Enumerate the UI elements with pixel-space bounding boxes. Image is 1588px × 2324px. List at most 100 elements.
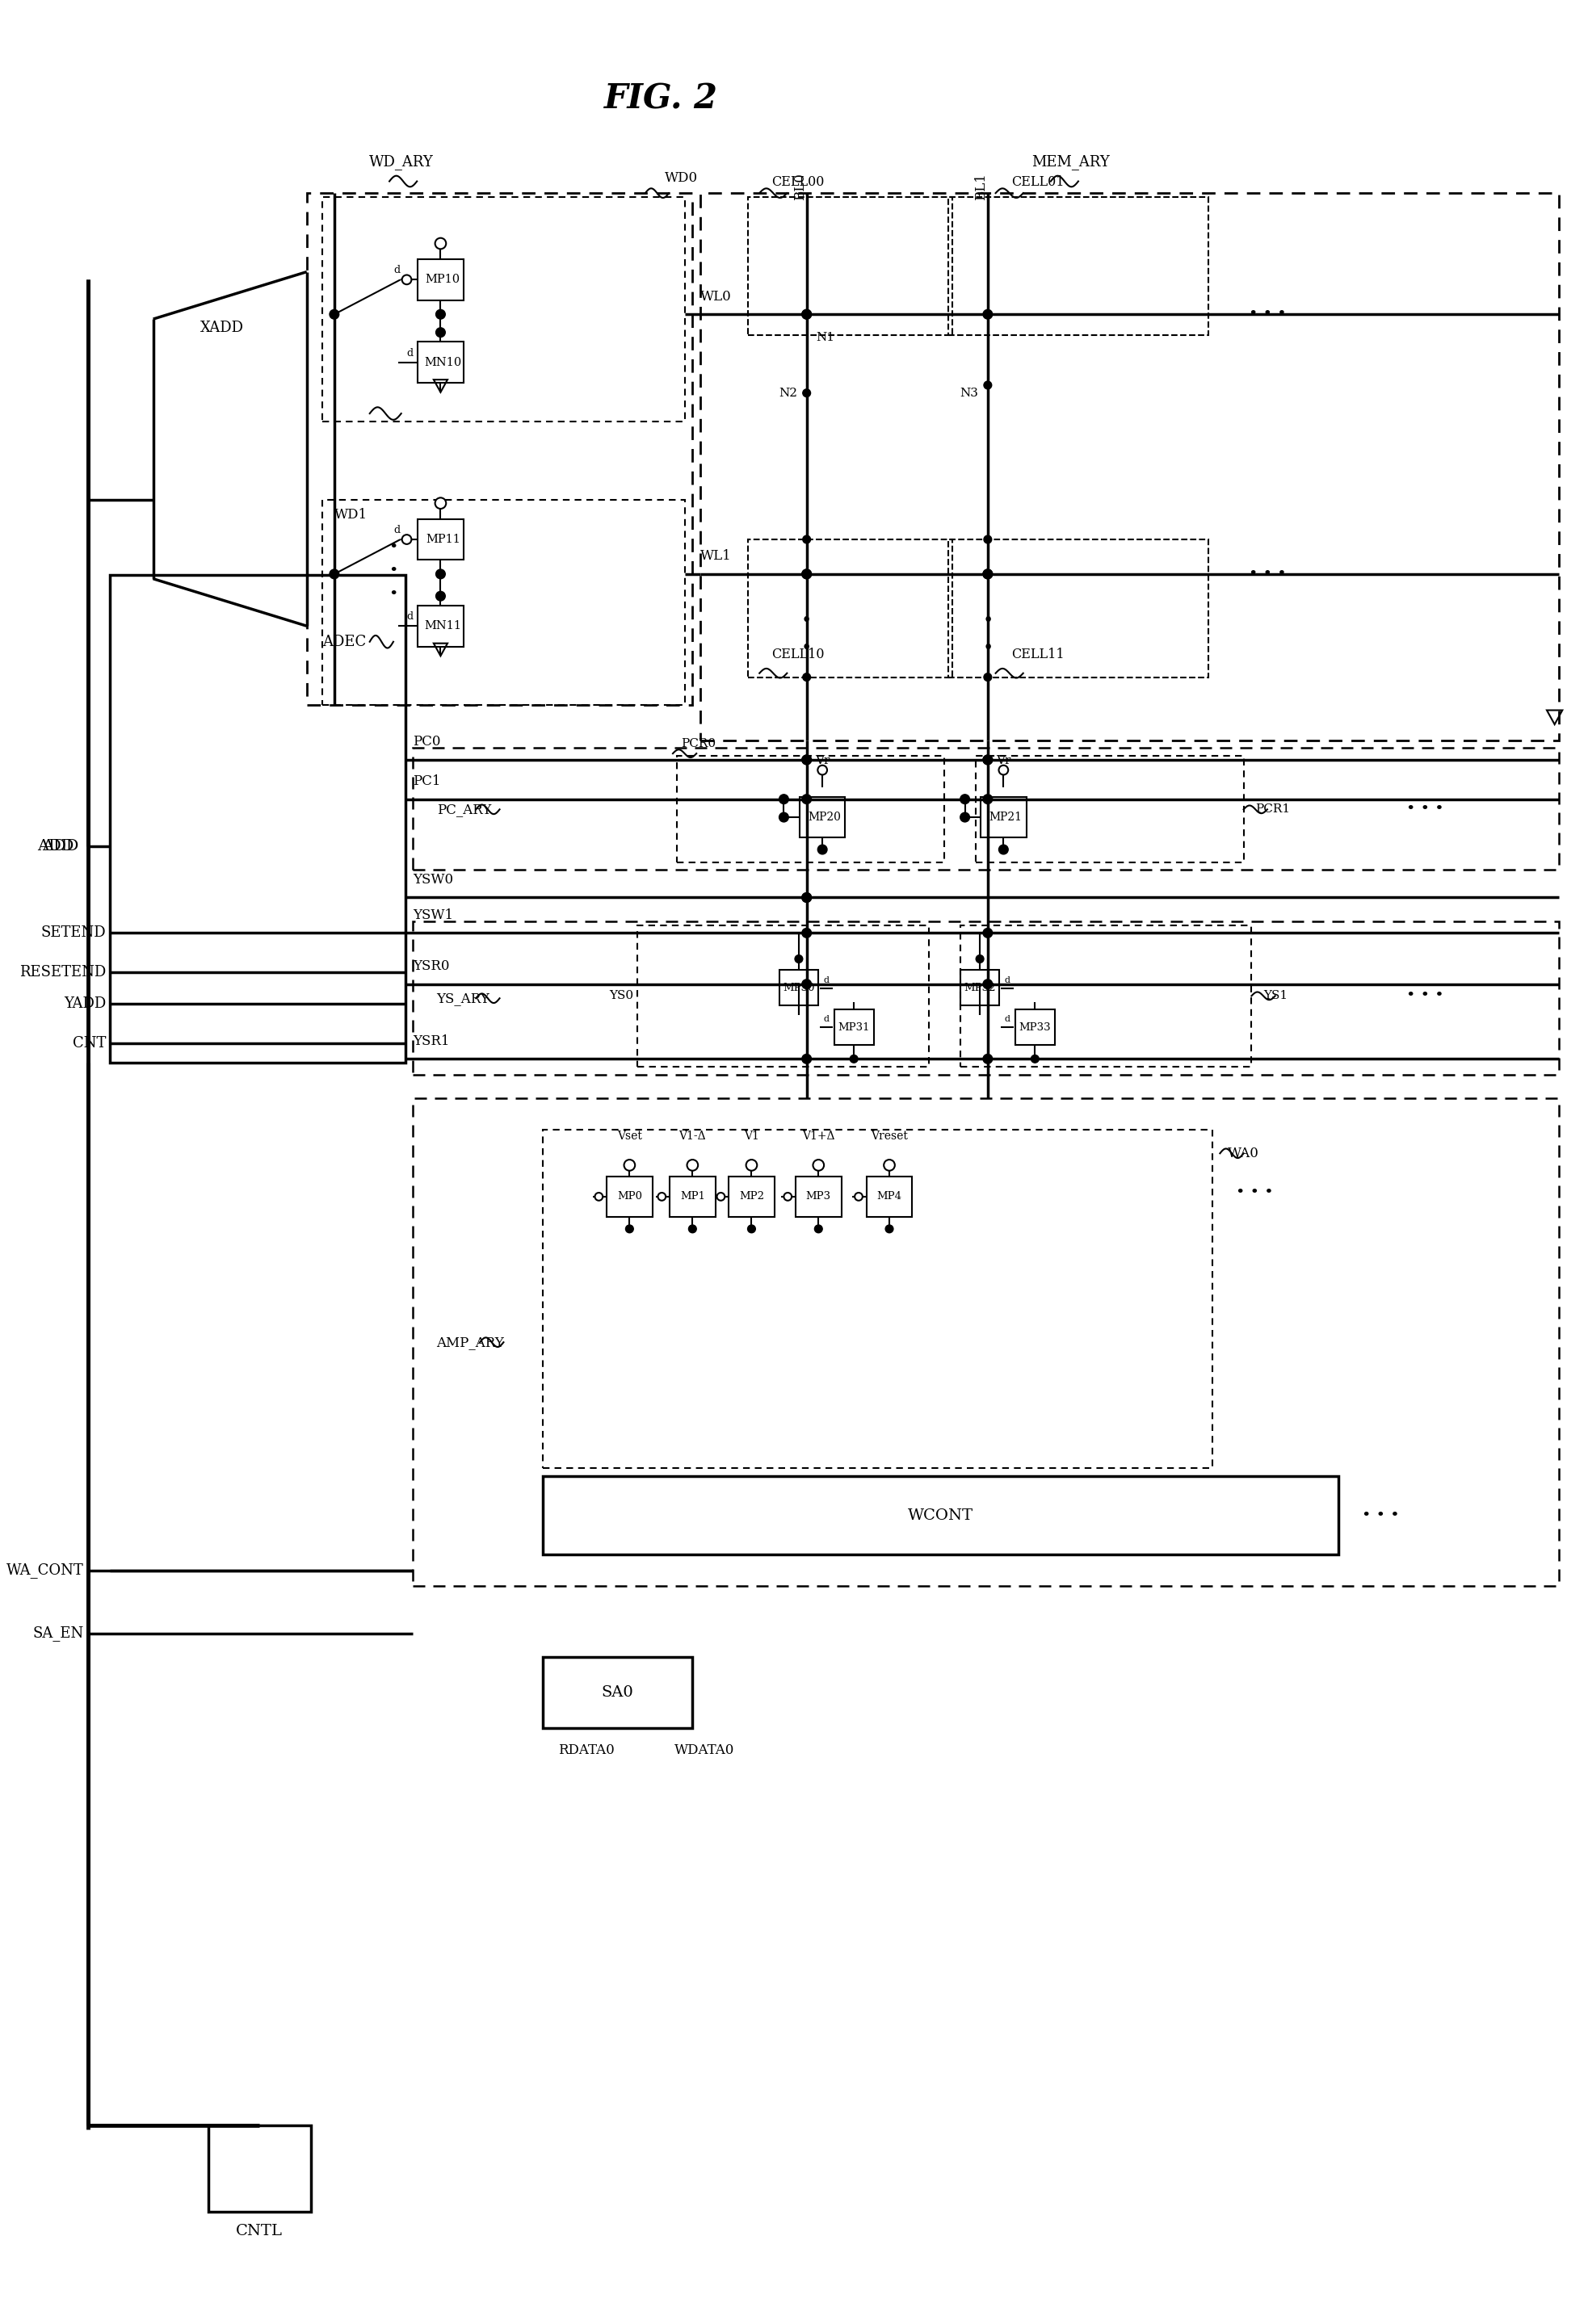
Bar <box>981 797 1026 837</box>
Circle shape <box>802 674 810 681</box>
Text: d: d <box>1005 976 1010 983</box>
Bar <box>208 2126 311 2212</box>
Bar <box>322 198 684 421</box>
Circle shape <box>688 1160 699 1171</box>
Circle shape <box>802 892 811 902</box>
Text: WA_CONT: WA_CONT <box>6 1562 84 1578</box>
Circle shape <box>802 795 811 804</box>
Text: PCR1: PCR1 <box>1256 804 1291 816</box>
Text: •: • <box>802 639 811 658</box>
Text: WL1: WL1 <box>700 548 732 562</box>
Bar <box>948 198 1208 335</box>
Text: N3: N3 <box>959 388 978 400</box>
Text: WD_ARY: WD_ARY <box>368 153 434 170</box>
Circle shape <box>985 381 991 388</box>
Text: V1-Δ: V1-Δ <box>680 1129 707 1141</box>
Text: SETEND: SETEND <box>41 925 106 941</box>
Text: BL0: BL0 <box>792 172 807 200</box>
Text: MP1: MP1 <box>680 1192 705 1202</box>
Circle shape <box>435 328 445 337</box>
Circle shape <box>983 755 992 765</box>
Bar <box>977 755 1243 862</box>
Text: WL0: WL0 <box>700 290 732 304</box>
Circle shape <box>802 309 811 318</box>
Text: •: • <box>389 565 399 579</box>
Bar <box>607 1176 653 1218</box>
Circle shape <box>802 927 811 937</box>
Text: •: • <box>389 539 399 555</box>
Bar <box>948 539 1208 676</box>
Text: d: d <box>407 349 413 358</box>
Text: MP11: MP11 <box>426 535 461 546</box>
Text: d: d <box>824 1016 829 1023</box>
Text: •: • <box>983 639 992 658</box>
Circle shape <box>983 978 992 988</box>
Bar <box>729 1176 775 1218</box>
Circle shape <box>780 813 789 823</box>
Circle shape <box>716 1192 724 1202</box>
Text: YS_ARY: YS_ARY <box>437 992 489 1006</box>
Circle shape <box>596 1192 603 1202</box>
Bar <box>543 1657 692 1729</box>
Circle shape <box>854 1192 862 1202</box>
Circle shape <box>983 927 992 937</box>
Bar <box>834 1009 873 1046</box>
Bar <box>418 342 464 383</box>
Text: YSR1: YSR1 <box>413 1034 449 1048</box>
Circle shape <box>435 309 445 318</box>
Bar <box>796 1176 842 1218</box>
Text: • • •: • • • <box>1405 802 1443 816</box>
Text: RESETEND: RESETEND <box>19 964 106 981</box>
Text: d: d <box>394 265 400 277</box>
Circle shape <box>802 535 810 544</box>
Bar <box>413 748 1558 869</box>
Text: BL1: BL1 <box>973 172 988 200</box>
Circle shape <box>796 955 802 962</box>
Circle shape <box>626 1225 634 1232</box>
Text: YADD: YADD <box>64 997 106 1011</box>
Circle shape <box>815 1225 823 1232</box>
Bar <box>748 198 953 335</box>
Text: RDATA0: RDATA0 <box>557 1743 615 1757</box>
Text: V1+Δ: V1+Δ <box>802 1129 835 1141</box>
Text: Vr: Vr <box>815 755 831 767</box>
Text: MP33: MP33 <box>1019 1023 1051 1032</box>
Bar <box>543 1129 1212 1469</box>
Circle shape <box>961 813 970 823</box>
Circle shape <box>624 1160 635 1171</box>
Text: MP32: MP32 <box>964 983 996 992</box>
Text: YS0: YS0 <box>610 990 634 1002</box>
Text: FIG. 2: FIG. 2 <box>603 81 718 116</box>
Text: MP10: MP10 <box>426 274 461 286</box>
Bar <box>418 607 464 646</box>
Text: SA0: SA0 <box>602 1685 634 1699</box>
Circle shape <box>802 569 811 579</box>
Text: • • •: • • • <box>1248 307 1286 321</box>
Circle shape <box>999 765 1008 774</box>
Text: WDATA0: WDATA0 <box>675 1743 734 1757</box>
Circle shape <box>983 755 992 765</box>
Circle shape <box>435 590 445 602</box>
Circle shape <box>983 1055 992 1064</box>
Bar <box>700 193 1558 739</box>
Text: d: d <box>824 976 829 983</box>
Text: MEM_ARY: MEM_ARY <box>1031 153 1110 170</box>
Circle shape <box>977 955 985 962</box>
Circle shape <box>784 1192 792 1202</box>
Circle shape <box>802 388 810 397</box>
Circle shape <box>999 846 1008 855</box>
Bar <box>413 1099 1558 1587</box>
Circle shape <box>802 892 811 902</box>
Text: Vreset: Vreset <box>870 1129 908 1141</box>
Text: YSW1: YSW1 <box>413 909 454 923</box>
Text: CELL00: CELL00 <box>772 174 824 188</box>
Circle shape <box>983 569 992 579</box>
Circle shape <box>780 795 789 804</box>
Circle shape <box>802 978 811 988</box>
Text: MP21: MP21 <box>989 811 1023 823</box>
Bar <box>418 260 464 300</box>
Circle shape <box>748 1225 756 1232</box>
Text: MP2: MP2 <box>738 1192 764 1202</box>
Text: PC1: PC1 <box>413 774 441 788</box>
Text: d: d <box>1005 1016 1010 1023</box>
